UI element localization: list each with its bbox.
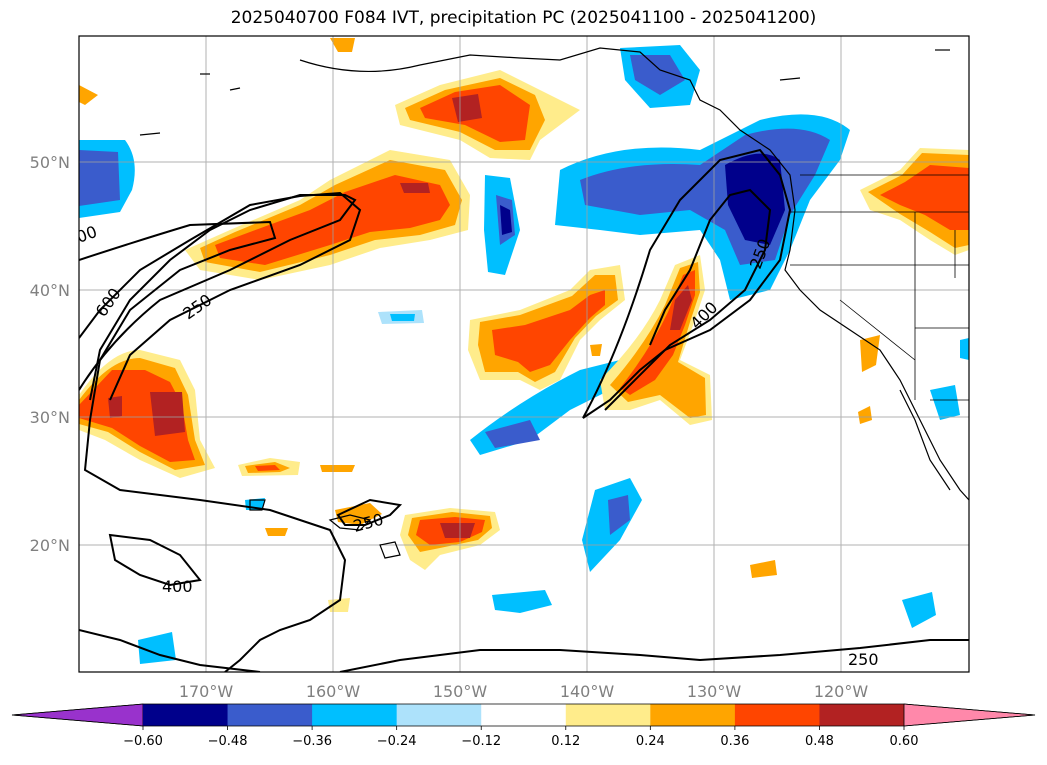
colorbar-tick-label: −0.12	[461, 734, 501, 749]
ivt-contours	[79, 148, 969, 672]
contour-label: 400	[162, 577, 193, 596]
lon-label-120w: 120°W	[814, 682, 869, 701]
lon-label-150w: 150°W	[433, 682, 488, 701]
colorbar-tick-label: 0.12	[551, 734, 580, 749]
colorbar-segment	[396, 704, 482, 726]
gridlines	[79, 36, 969, 672]
lon-label-170w: 170°W	[179, 682, 234, 701]
lon-label-140w: 140°W	[560, 682, 615, 701]
contour-label: 00	[74, 222, 100, 247]
lat-label-50n: 50°N	[30, 153, 70, 172]
colorbar-segment	[227, 704, 313, 726]
colorbar-extend-max	[903, 703, 1036, 727]
map-frame	[78, 35, 970, 673]
colorbar-tick-label: −0.36	[292, 734, 332, 749]
colorbar-segment	[819, 704, 905, 726]
colorbar-segment	[650, 704, 736, 726]
lat-label-20n: 20°N	[30, 536, 70, 555]
colorbar-tick-label: −0.60	[123, 734, 163, 749]
contour-label-group: 600 250 400 250 250 400 250 00	[74, 222, 879, 669]
colorbar-tick-label: 0.48	[805, 734, 834, 749]
lon-label-160w: 160°W	[306, 682, 361, 701]
colorbar-extend-min	[11, 703, 144, 727]
colorbar-segment	[143, 704, 229, 726]
political-borders	[790, 174, 969, 401]
precipitation-pc-fields: 600 250 400 250 250 400 250 00	[74, 36, 969, 672]
colorbar-tick-label: 0.24	[636, 734, 665, 749]
contour-label: 250	[848, 650, 879, 669]
colorbar-tick-label: 0.60	[890, 734, 919, 749]
colorbar-segment	[734, 704, 820, 726]
lat-label-40n: 40°N	[30, 281, 70, 300]
colorbar-segment	[312, 704, 398, 726]
colorbar-tick-label: 0.36	[720, 734, 749, 749]
colorbar-tick-label: −0.24	[377, 734, 417, 749]
colorbar-segment	[565, 704, 651, 726]
colorbar-tick-label: −0.48	[208, 734, 248, 749]
latitude-labels: 50°N 40°N 30°N 20°N	[30, 153, 70, 555]
longitude-labels: 170°W 160°W 150°W 140°W 130°W 120°W	[179, 682, 869, 701]
figure-title: 2025040700 F084 IVT, precipitation PC (2…	[230, 8, 817, 28]
colorbar-segment	[481, 704, 567, 726]
lat-label-30n: 30°N	[30, 408, 70, 427]
lon-label-130w: 130°W	[687, 682, 742, 701]
colorbar: −0.60 −0.48 −0.36 −0.24 −0.12 0.12 0.24 0.36 0.4…	[11, 703, 1036, 749]
